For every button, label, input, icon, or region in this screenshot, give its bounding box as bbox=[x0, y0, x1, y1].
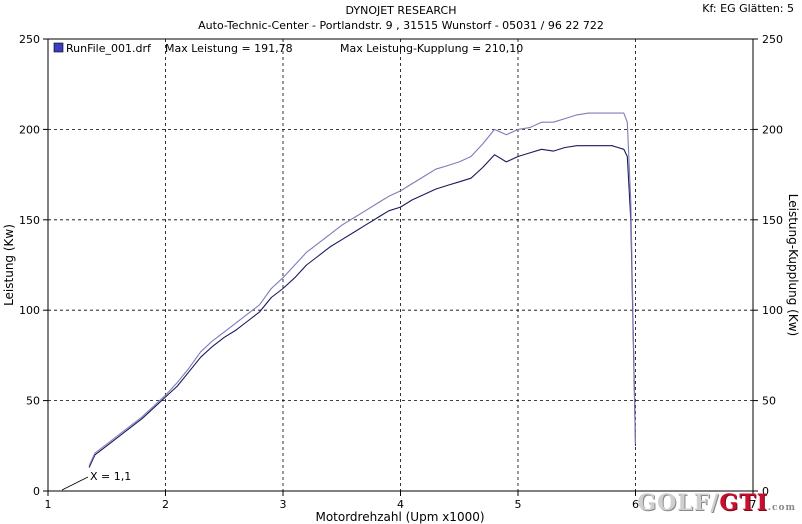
legend-file: RunFile_001.drf bbox=[66, 42, 152, 55]
y-tick-label-right: 0 bbox=[762, 485, 769, 498]
y-axis-label-left: Leistung (Kw) bbox=[2, 224, 16, 306]
x-ticks: 1 2 3 4 5 6 7 bbox=[45, 491, 757, 511]
series-line-clutch-power bbox=[88, 112, 637, 466]
x-tick-label: 1 bbox=[45, 498, 52, 511]
x-tick-label: 6 bbox=[632, 498, 639, 511]
chart-subtitle: Auto-Technic-Center - Portlandstr. 9 , 3… bbox=[198, 19, 604, 32]
y-tick-label-right: 200 bbox=[762, 123, 783, 136]
y-ticks: 0 0 50 50 100 100 150 150 200 200 250 250 bbox=[19, 33, 783, 498]
y-tick-label-left: 250 bbox=[19, 33, 40, 46]
y-tick-label-left: 150 bbox=[19, 214, 40, 227]
x-tick-label: 5 bbox=[515, 498, 522, 511]
y-tick-label-right: 250 bbox=[762, 33, 783, 46]
y-tick-label-left: 0 bbox=[33, 485, 40, 498]
annotation-label: X = 1,1 bbox=[90, 470, 131, 483]
y-tick-label-left: 50 bbox=[26, 395, 40, 408]
watermark-golf: GOLF bbox=[637, 490, 711, 516]
x-tick-label: 4 bbox=[397, 498, 404, 511]
legend: RunFile_001.drf Max Leistung = 191,78 Ma… bbox=[53, 42, 523, 55]
y-tick-label-right: 50 bbox=[762, 395, 776, 408]
legend-marker bbox=[53, 42, 64, 53]
y-tick-label-right: 100 bbox=[762, 304, 783, 317]
series-lines bbox=[88, 112, 637, 468]
watermark-slash: / bbox=[710, 490, 720, 516]
chart-title: DYNOJET RESEARCH bbox=[345, 4, 457, 17]
series-line-power bbox=[88, 145, 637, 468]
watermark-gti: GTI bbox=[719, 490, 768, 516]
x-tick-label: 7 bbox=[750, 498, 757, 511]
x-axis-label: Motordrehzahl (Upm x1000) bbox=[315, 510, 484, 524]
y-axis-label-right: Leistung-Kupplung (Kw) bbox=[786, 194, 800, 336]
y-tick-label-left: 200 bbox=[19, 123, 40, 136]
watermark-domain: .com bbox=[767, 503, 796, 513]
annotation-leader bbox=[61, 476, 89, 491]
y-tick-label-right: 150 bbox=[762, 214, 783, 227]
smoothing-settings: Kf: EG Glätten: 5 bbox=[702, 2, 794, 15]
legend-max-power: Max Leistung = 191,78 bbox=[165, 42, 293, 55]
golfgti-watermark: GOLF/GTI.com bbox=[637, 490, 796, 516]
x-annotation: X = 1,1 bbox=[61, 470, 131, 491]
x-tick-label: 2 bbox=[162, 498, 169, 511]
legend-max-clutch: Max Leistung-Kupplung = 210,10 bbox=[340, 42, 523, 55]
y-tick-label-left: 100 bbox=[19, 304, 40, 317]
x-tick-label: 3 bbox=[280, 498, 287, 511]
